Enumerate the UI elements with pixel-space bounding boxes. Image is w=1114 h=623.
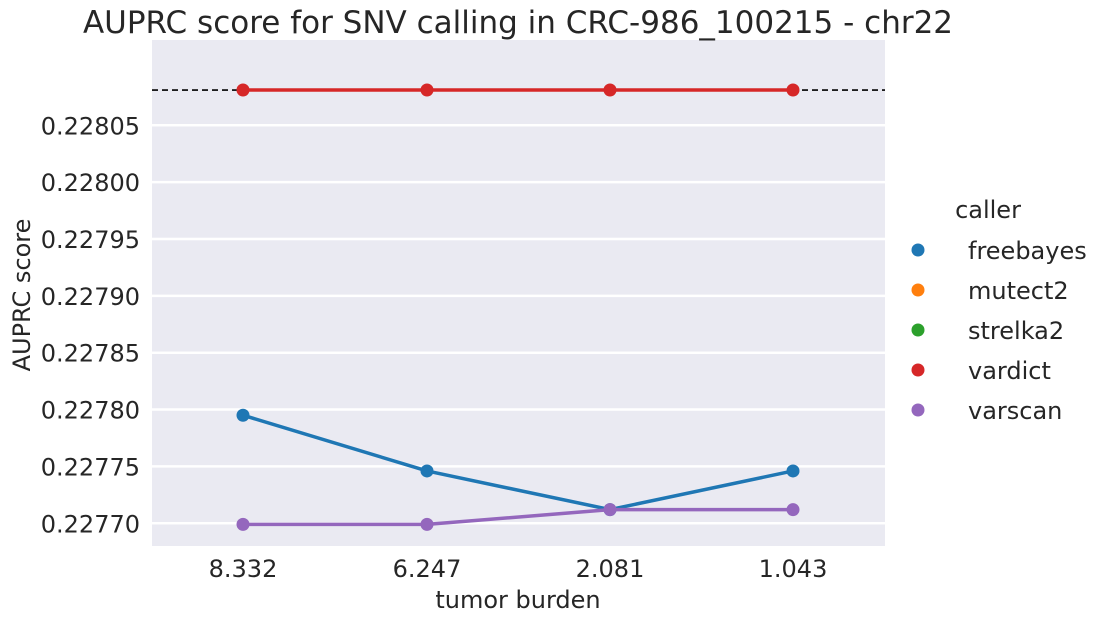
legend-marker-vardict xyxy=(911,363,925,377)
legend-marker-mutect2 xyxy=(911,283,925,297)
data-point-varscan xyxy=(786,503,800,517)
y-tick-label: 0.22795 xyxy=(41,226,140,254)
x-ticks: 8.332 6.247 2.081 1.043 xyxy=(209,555,828,583)
series-line-freebayes xyxy=(242,413,794,512)
data-point-vardict xyxy=(236,83,250,97)
data-point-varscan xyxy=(603,503,617,517)
y-tick-label: 0.22800 xyxy=(41,169,140,197)
legend-label-freebayes: freebayes xyxy=(968,237,1087,265)
legend-label-varscan: varscan xyxy=(968,397,1062,425)
series-line-varscan xyxy=(243,507,793,527)
data-point-vardict xyxy=(786,83,800,97)
legend-marker-varscan xyxy=(911,403,925,417)
y-tick-label: 0.22805 xyxy=(41,112,140,140)
legend-title: caller xyxy=(955,196,1021,224)
x-tick-label: 8.332 xyxy=(209,555,278,583)
y-ticks: 0.22770 0.22775 0.22780 0.22785 0.22790 0.227… xyxy=(41,112,140,538)
data-point-varscan xyxy=(420,517,434,531)
series-group xyxy=(236,83,800,531)
x-tick-label: 2.081 xyxy=(576,555,645,583)
data-point-vardict xyxy=(603,83,617,97)
plot-area xyxy=(152,40,885,546)
x-axis-label: tumor burden xyxy=(435,586,600,614)
data-point-freebayes xyxy=(236,408,250,422)
y-tick-label: 0.22775 xyxy=(41,453,140,481)
legend: caller freebayes mutect2 strelka2 vardict va… xyxy=(911,196,1087,425)
x-tick-label: 6.247 xyxy=(393,555,462,583)
y-axis-label: AUPRC score xyxy=(8,219,36,372)
data-point-freebayes xyxy=(786,464,800,478)
legend-marker-freebayes xyxy=(911,243,925,257)
y-tick-label: 0.22785 xyxy=(41,340,140,368)
y-tick-label: 0.22770 xyxy=(41,510,140,538)
grid xyxy=(152,124,885,525)
legend-label-vardict: vardict xyxy=(968,357,1051,385)
data-point-vardict xyxy=(420,83,434,97)
legend-marker-strelka2 xyxy=(911,323,925,337)
legend-label-mutect2: mutect2 xyxy=(968,277,1069,305)
x-tick-label: 1.043 xyxy=(759,555,828,583)
y-tick-label: 0.22780 xyxy=(41,397,140,425)
data-point-freebayes xyxy=(420,464,434,478)
data-point-varscan xyxy=(236,517,250,531)
chart-title: AUPRC score for SNV calling in CRC-986_1… xyxy=(83,5,953,41)
y-tick-label: 0.22790 xyxy=(41,283,140,311)
legend-label-strelka2: strelka2 xyxy=(968,317,1064,345)
